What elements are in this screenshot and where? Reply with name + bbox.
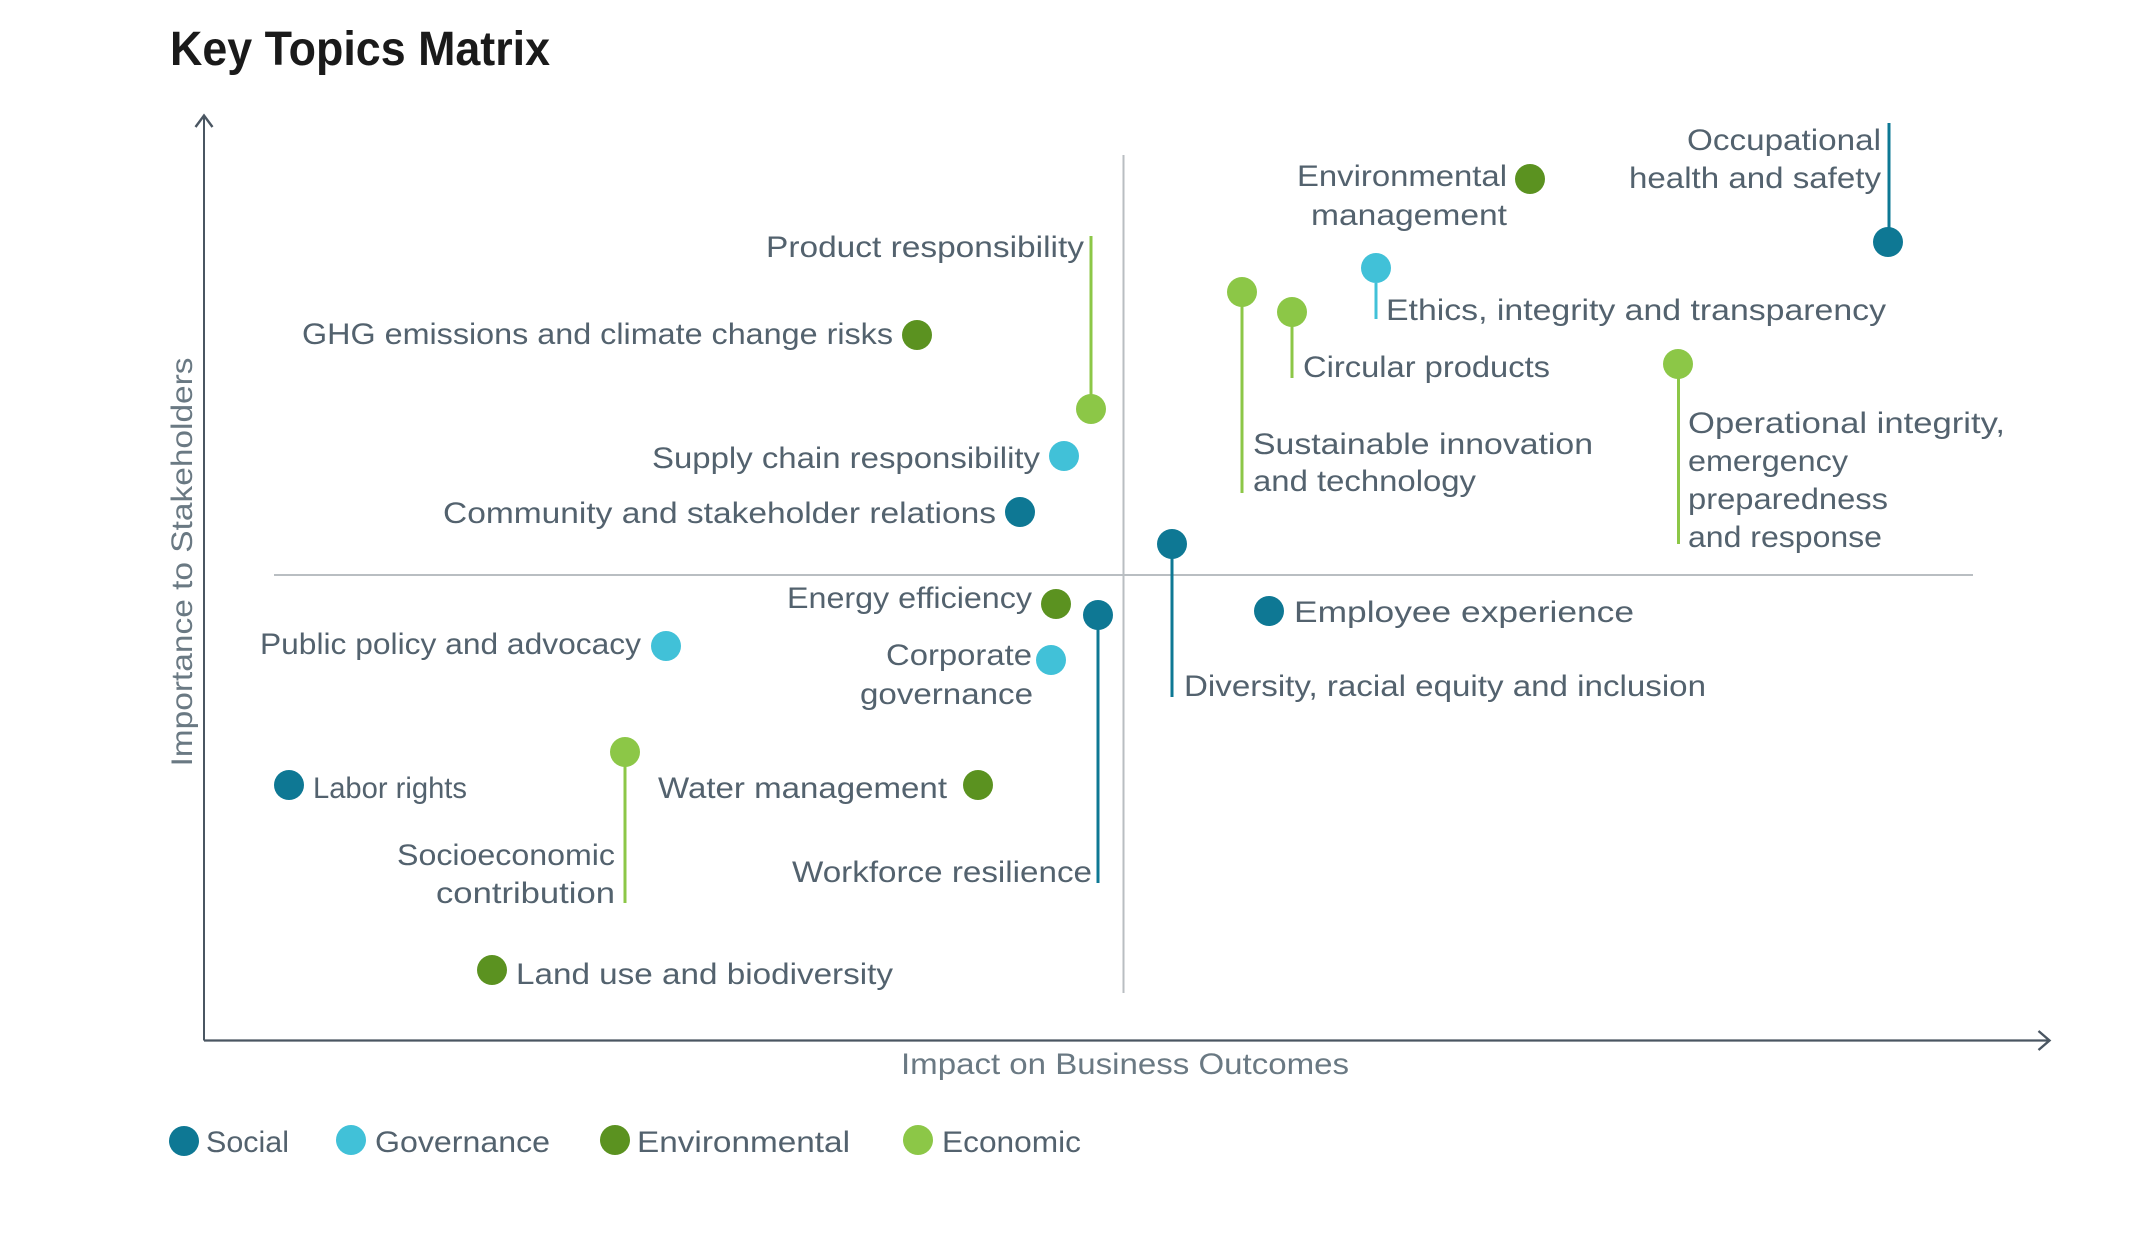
svg-text:Governance: Governance: [375, 1126, 550, 1159]
svg-text:Corporate: Corporate: [886, 639, 1032, 672]
svg-text:Environmental: Environmental: [637, 1126, 850, 1159]
svg-text:management: management: [1311, 199, 1508, 232]
svg-text:GHG emissions and climate chan: GHG emissions and climate change risks: [302, 318, 893, 351]
svg-text:Operational integrity,: Operational integrity,: [1688, 407, 2005, 440]
svg-text:contribution: contribution: [436, 877, 615, 910]
svg-text:Socioeconomic: Socioeconomic: [397, 839, 615, 872]
svg-text:Workforce resilience: Workforce resilience: [792, 856, 1092, 889]
svg-text:Ethics, integrity and transpar: Ethics, integrity and transparency: [1386, 294, 1886, 327]
svg-text:Sustainable innovation: Sustainable innovation: [1253, 428, 1593, 461]
svg-text:Key Topics Matrix: Key Topics Matrix: [170, 23, 550, 76]
svg-text:Impact on Business Outcomes: Impact on Business Outcomes: [901, 1048, 1349, 1081]
svg-text:Occupational: Occupational: [1687, 124, 1881, 157]
svg-text:governance: governance: [860, 678, 1033, 711]
svg-text:Water management: Water management: [658, 772, 948, 805]
svg-text:and technology: and technology: [1253, 465, 1476, 498]
svg-text:preparedness: preparedness: [1688, 483, 1888, 516]
svg-text:and response: and response: [1688, 521, 1882, 554]
svg-text:Social: Social: [206, 1126, 289, 1159]
svg-text:Land use and biodiversity: Land use and biodiversity: [516, 958, 893, 991]
svg-text:Diversity, racial equity and i: Diversity, racial equity and inclusion: [1184, 670, 1706, 703]
svg-text:Public policy and advocacy: Public policy and advocacy: [260, 628, 641, 661]
svg-text:Environmental: Environmental: [1297, 160, 1507, 193]
svg-text:emergency: emergency: [1688, 445, 1848, 478]
svg-text:Product responsibility: Product responsibility: [766, 231, 1084, 264]
svg-text:Energy efficiency: Energy efficiency: [787, 582, 1032, 615]
svg-text:Importance to Stakeholders: Importance to Stakeholders: [166, 358, 199, 767]
svg-text:health and safety: health and safety: [1629, 162, 1881, 195]
svg-text:Employee experience: Employee experience: [1294, 596, 1634, 629]
svg-text:Labor rights: Labor rights: [313, 772, 467, 805]
svg-text:Circular products: Circular products: [1303, 351, 1550, 384]
svg-text:Supply chain responsibility: Supply chain responsibility: [652, 442, 1040, 475]
svg-text:Community and stakeholder rela: Community and stakeholder relations: [443, 497, 996, 530]
svg-text:Economic: Economic: [942, 1126, 1081, 1159]
